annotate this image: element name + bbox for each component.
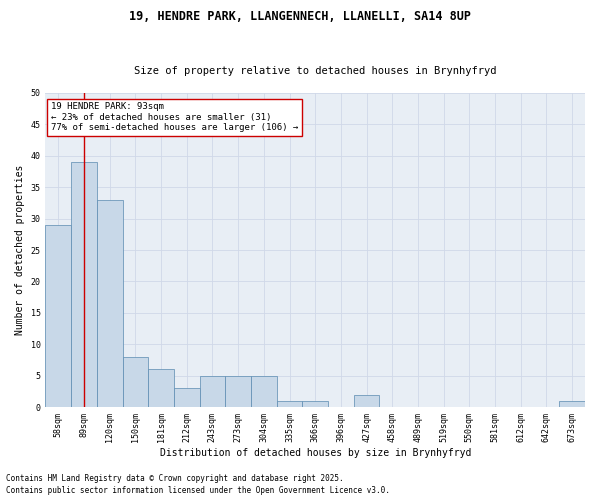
- Text: Contains HM Land Registry data © Crown copyright and database right 2025.
Contai: Contains HM Land Registry data © Crown c…: [6, 474, 390, 495]
- Bar: [97, 200, 122, 407]
- Bar: [200, 376, 225, 407]
- Bar: [148, 370, 174, 407]
- Bar: [277, 401, 302, 407]
- Bar: [174, 388, 200, 407]
- Bar: [354, 394, 379, 407]
- Text: 19 HENDRE PARK: 93sqm
← 23% of detached houses are smaller (31)
77% of semi-deta: 19 HENDRE PARK: 93sqm ← 23% of detached …: [51, 102, 298, 132]
- Text: 19, HENDRE PARK, LLANGENNECH, LLANELLI, SA14 8UP: 19, HENDRE PARK, LLANGENNECH, LLANELLI, …: [129, 10, 471, 23]
- Bar: [225, 376, 251, 407]
- Bar: [251, 376, 277, 407]
- Bar: [122, 357, 148, 407]
- Bar: [302, 401, 328, 407]
- Bar: [559, 401, 585, 407]
- Bar: [46, 225, 71, 407]
- X-axis label: Distribution of detached houses by size in Brynhyfryd: Distribution of detached houses by size …: [160, 448, 471, 458]
- Y-axis label: Number of detached properties: Number of detached properties: [15, 165, 25, 335]
- Bar: [71, 162, 97, 407]
- Title: Size of property relative to detached houses in Brynhyfryd: Size of property relative to detached ho…: [134, 66, 496, 76]
